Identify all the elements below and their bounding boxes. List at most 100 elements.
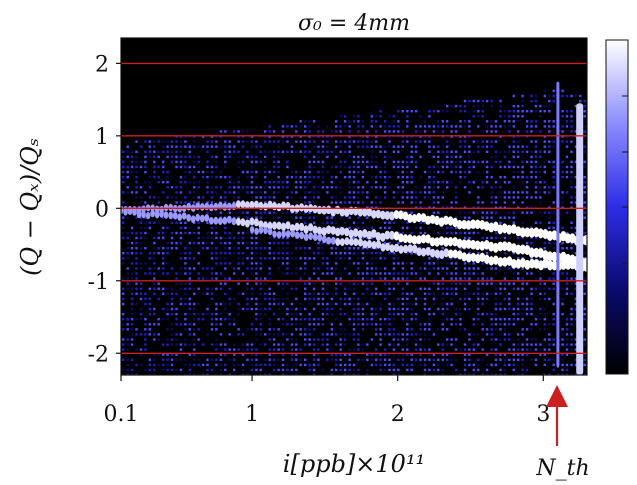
heatmap-cell <box>463 343 467 346</box>
heatmap-cell <box>179 236 183 240</box>
heatmap-cell <box>193 231 196 235</box>
heatmap-cell <box>304 186 307 189</box>
heatmap-cell <box>326 150 329 153</box>
heatmap-cell <box>361 160 365 164</box>
heatmap-cell <box>446 267 449 270</box>
heatmap-cell <box>352 328 356 331</box>
heatmap-cell <box>454 231 458 235</box>
heatmap-cell <box>357 312 360 316</box>
heatmap-cell <box>348 175 351 179</box>
heatmap-cell <box>383 241 387 245</box>
heatmap-cell <box>206 287 209 290</box>
heatmap-cell <box>237 216 240 219</box>
heatmap-cell <box>512 353 515 356</box>
heatmap-cell <box>543 135 546 138</box>
heatmap-cell <box>246 307 249 311</box>
heatmap-cell <box>401 196 404 199</box>
heatmap-cell <box>494 211 498 214</box>
heatmap-cell <box>361 358 365 361</box>
heatmap-cell <box>330 292 333 295</box>
heatmap-cell <box>290 312 294 316</box>
heatmap-cell <box>410 353 413 356</box>
heatmap-cell <box>375 120 378 123</box>
heatmap-cell <box>521 307 524 311</box>
heatmap-cell <box>503 206 507 209</box>
heatmap-cell <box>530 302 533 306</box>
heatmap-cell <box>517 343 520 346</box>
heatmap-cell <box>122 201 125 204</box>
heatmap-cell <box>215 328 218 331</box>
heatmap-cell <box>264 155 267 159</box>
heatmap-cell <box>179 191 183 194</box>
heatmap-cell <box>193 328 196 331</box>
heatmap-cell <box>215 236 218 240</box>
heatmap-cell <box>201 236 205 240</box>
heatmap-cell <box>397 135 400 138</box>
heatmap-cell <box>508 236 511 240</box>
heatmap-cell <box>193 338 196 341</box>
heatmap-cell <box>463 231 467 235</box>
heatmap-cell <box>277 368 280 372</box>
heatmap-cell <box>397 307 400 311</box>
heatmap-cell <box>193 287 196 290</box>
heatmap-cell <box>490 125 493 128</box>
heatmap-cell <box>179 333 183 336</box>
heatmap-cell <box>312 257 316 260</box>
heatmap-cell <box>375 140 378 143</box>
heatmap-cell <box>508 196 511 199</box>
mode-point <box>492 255 499 265</box>
heatmap-cell <box>472 262 475 265</box>
heatmap-cell <box>485 216 489 219</box>
heatmap-cell <box>397 175 400 179</box>
heatmap-cell <box>383 221 387 224</box>
heatmap-cell <box>406 160 409 164</box>
heatmap-cell <box>157 165 160 169</box>
heatmap-cell <box>286 140 289 143</box>
heatmap-cell <box>210 328 214 331</box>
heatmap-cell <box>463 120 467 123</box>
heatmap-cell <box>197 170 200 174</box>
heatmap-cell <box>357 277 360 280</box>
heatmap-cell <box>304 145 307 148</box>
heatmap-cell <box>375 328 378 331</box>
heatmap-cell <box>335 221 338 224</box>
mode-point <box>172 212 178 220</box>
heatmap-cell <box>583 312 586 316</box>
heatmap-cell <box>224 175 227 179</box>
heatmap-cell <box>552 358 555 361</box>
heatmap-cell <box>237 231 240 235</box>
heatmap-cell <box>255 267 258 270</box>
heatmap-cell <box>184 252 187 255</box>
heatmap-cell <box>197 186 200 189</box>
heatmap-cell <box>499 282 502 285</box>
heatmap-cell <box>419 221 422 224</box>
heatmap-cell <box>503 155 507 159</box>
heatmap-cell <box>330 312 333 316</box>
heatmap-cell <box>410 211 413 214</box>
heatmap-cell <box>246 282 249 285</box>
mode-point <box>213 202 219 211</box>
heatmap-cell <box>135 206 138 209</box>
heatmap-cell <box>224 343 227 346</box>
heatmap-cell <box>419 201 422 204</box>
heatmap-cell <box>548 140 551 143</box>
heatmap-cell <box>290 338 294 341</box>
heatmap-cell <box>548 226 551 230</box>
heatmap-cell <box>352 181 356 184</box>
heatmap-cell <box>224 252 227 255</box>
heatmap-cell <box>193 241 196 245</box>
heatmap-cell <box>166 368 169 372</box>
heatmap-cell <box>361 312 365 316</box>
heatmap-cell <box>290 307 294 311</box>
heatmap-cell <box>517 130 520 133</box>
heatmap-cell <box>286 363 289 367</box>
heatmap-cell <box>255 272 258 275</box>
heatmap-cell <box>383 318 387 321</box>
heatmap-cell <box>308 282 311 285</box>
heatmap-cell <box>259 282 262 285</box>
heatmap-cell <box>410 262 413 265</box>
heatmap-cell <box>432 262 436 265</box>
heatmap-cell <box>370 125 373 128</box>
heatmap-cell <box>312 282 316 285</box>
heatmap-cell <box>357 282 360 285</box>
